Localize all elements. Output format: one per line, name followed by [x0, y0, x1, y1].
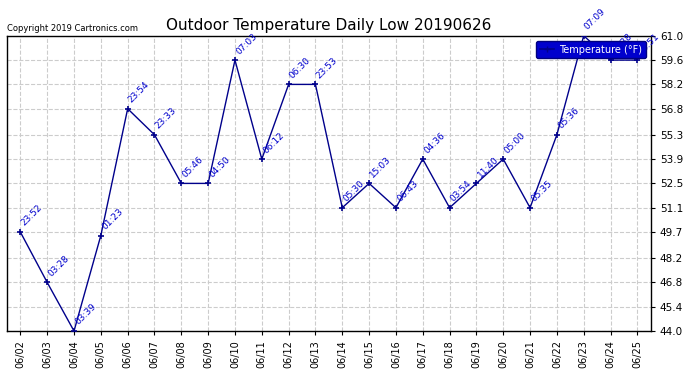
Text: 06:43: 06:43 [395, 179, 420, 204]
Legend: Temperature (°F): Temperature (°F) [535, 40, 646, 58]
Text: 04:50: 04:50 [207, 154, 232, 179]
Title: Outdoor Temperature Daily Low 20190626: Outdoor Temperature Daily Low 20190626 [166, 18, 491, 33]
Text: 05:00: 05:00 [502, 130, 527, 155]
Text: 05:35: 05:35 [529, 179, 554, 204]
Text: 23:53: 23:53 [315, 56, 339, 80]
Text: 04:51: 04:51 [637, 32, 661, 56]
Text: 07:38: 07:38 [610, 31, 634, 56]
Text: 07:09: 07:09 [583, 7, 608, 32]
Text: 01:23: 01:23 [100, 207, 125, 231]
Text: 04:36: 04:36 [422, 130, 446, 155]
Text: 03:39: 03:39 [73, 302, 98, 327]
Text: 05:46: 05:46 [181, 154, 205, 179]
Text: 05:30: 05:30 [342, 179, 366, 204]
Text: Copyright 2019 Cartronics.com: Copyright 2019 Cartronics.com [7, 24, 138, 33]
Text: 06:30: 06:30 [288, 56, 313, 80]
Text: 03:54: 03:54 [448, 179, 473, 204]
Text: 23:52: 23:52 [19, 203, 44, 228]
Text: 03:28: 03:28 [46, 254, 71, 278]
Text: 07:03: 07:03 [234, 31, 259, 56]
Text: 15:03: 15:03 [368, 154, 393, 179]
Text: 23:54: 23:54 [127, 80, 151, 105]
Text: 06:12: 06:12 [261, 130, 286, 155]
Text: 11:40: 11:40 [475, 154, 500, 179]
Text: 23:33: 23:33 [154, 106, 178, 130]
Text: 05:36: 05:36 [556, 106, 581, 130]
